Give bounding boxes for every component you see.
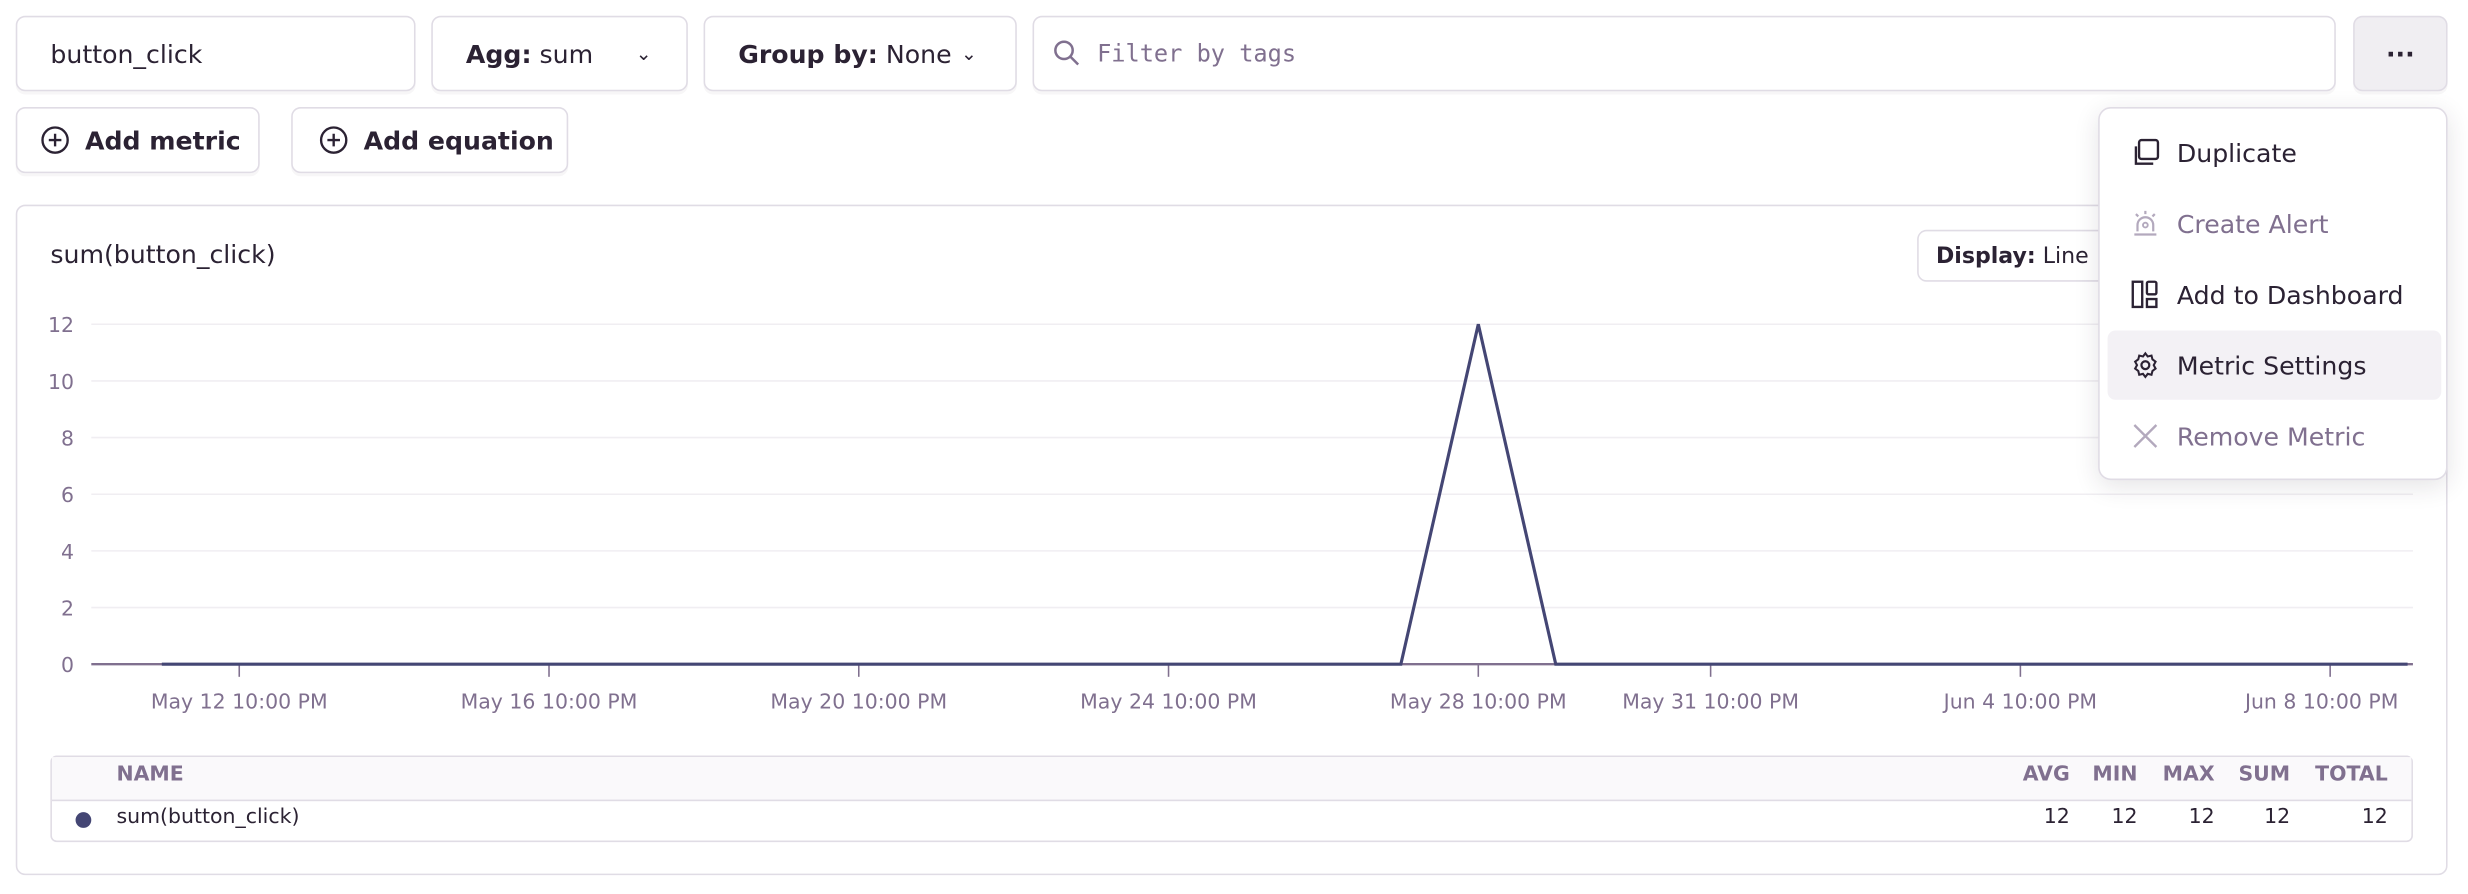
- y-tick-label: 8: [61, 426, 74, 450]
- more-options-button[interactable]: ···: [2353, 15, 2448, 92]
- group-by-value: None: [885, 38, 952, 69]
- y-tick-label: 12: [48, 313, 74, 337]
- y-tick-label: 10: [48, 370, 74, 394]
- menu-item-remove-metric[interactable]: Remove Metric: [2108, 401, 2442, 470]
- display-select[interactable]: Display: Line: [1917, 229, 2122, 282]
- header-max[interactable]: MAX: [2162, 763, 2215, 787]
- table-header: [51, 757, 2412, 802]
- display-label: Display:: [1936, 243, 2036, 269]
- agg-select[interactable]: Agg: sum ⌄: [431, 15, 688, 92]
- row-avg: 12: [2043, 805, 2070, 830]
- y-tick-label: 2: [61, 596, 74, 620]
- menu-item-add-to-dashboard[interactable]: Add to Dashboard: [2108, 260, 2442, 329]
- agg-value: sum: [539, 38, 594, 69]
- more-options-menu: Duplicate Create Alert Add to Dashboard …: [2098, 107, 2448, 481]
- siren-icon: [2130, 208, 2161, 239]
- add-metric-label: Add metric: [84, 125, 241, 156]
- header-avg[interactable]: AVG: [2022, 763, 2070, 787]
- row-min: 12: [2111, 805, 2138, 830]
- row-max: 12: [2188, 805, 2215, 830]
- copy-icon: [2130, 137, 2161, 168]
- chevron-down-icon: ⌄: [961, 42, 977, 65]
- x-tick-label: May 31 10:00 PM: [1622, 689, 1799, 713]
- menu-item-metric-settings[interactable]: Metric Settings: [2107, 330, 2442, 400]
- header-name[interactable]: NAME: [116, 763, 184, 787]
- add-metric-button[interactable]: Add metric: [15, 107, 260, 174]
- y-tick-label: 4: [61, 540, 74, 564]
- chevron-down-icon: ⌄: [635, 42, 652, 65]
- add-equation-button[interactable]: Add equation: [291, 107, 569, 174]
- group-by-select[interactable]: Group by: None ⌄: [703, 15, 1017, 92]
- menu-item-label: Create Alert: [2176, 208, 2329, 239]
- y-tick-label: 0: [61, 653, 74, 677]
- menu-item-create-alert[interactable]: Create Alert: [2108, 189, 2442, 258]
- group-by-label: Group by:: [738, 38, 878, 69]
- header-sum[interactable]: SUM: [2238, 763, 2291, 787]
- header-total[interactable]: TOTAL: [2315, 763, 2388, 787]
- x-tick-label: May 16 10:00 PM: [461, 689, 638, 713]
- plus-circle-icon: [41, 126, 69, 154]
- add-equation-label: Add equation: [363, 125, 554, 156]
- summary-table: [50, 755, 2413, 843]
- series-color-dot: [75, 812, 92, 828]
- agg-label: Agg:: [465, 38, 532, 69]
- close-icon: [2130, 420, 2161, 451]
- x-tick-label: Jun 8 10:00 PM: [2243, 689, 2398, 713]
- menu-item-label: Remove Metric: [2176, 421, 2366, 451]
- menu-item-duplicate[interactable]: Duplicate: [2108, 118, 2442, 187]
- menu-item-label: Duplicate: [2176, 137, 2297, 168]
- display-value: Line: [2042, 243, 2089, 269]
- dashboard-icon: [2130, 279, 2161, 310]
- chart-title: sum(button_click): [50, 239, 276, 270]
- metric-value: button_click: [50, 38, 203, 69]
- y-tick-label: 6: [61, 483, 74, 507]
- filter-input[interactable]: Filter by tags: [1032, 15, 2336, 92]
- row-total: 12: [2361, 805, 2388, 830]
- row-sum: 12: [2264, 805, 2291, 830]
- row-name[interactable]: sum(button_click): [116, 805, 300, 830]
- x-tick-label: May 20 10:00 PM: [770, 689, 947, 713]
- x-tick-label: May 24 10:00 PM: [1080, 689, 1257, 713]
- x-tick-label: Jun 4 10:00 PM: [1942, 689, 2097, 713]
- plus-circle-icon: [319, 126, 348, 154]
- ellipsis-icon: ···: [2385, 38, 2415, 69]
- menu-item-label: Metric Settings: [2176, 350, 2367, 381]
- series-line: [161, 323, 2408, 666]
- x-tick-label: May 28 10:00 PM: [1390, 689, 1567, 713]
- menu-item-label: Add to Dashboard: [2176, 279, 2404, 310]
- filter-placeholder: Filter by tags: [1097, 39, 1297, 68]
- gear-icon: [2130, 349, 2161, 380]
- header-min[interactable]: MIN: [2092, 763, 2138, 787]
- search-icon: [1054, 40, 1080, 66]
- x-tick-label: May 12 10:00 PM: [151, 689, 328, 713]
- metric-select[interactable]: button_click: [15, 15, 416, 92]
